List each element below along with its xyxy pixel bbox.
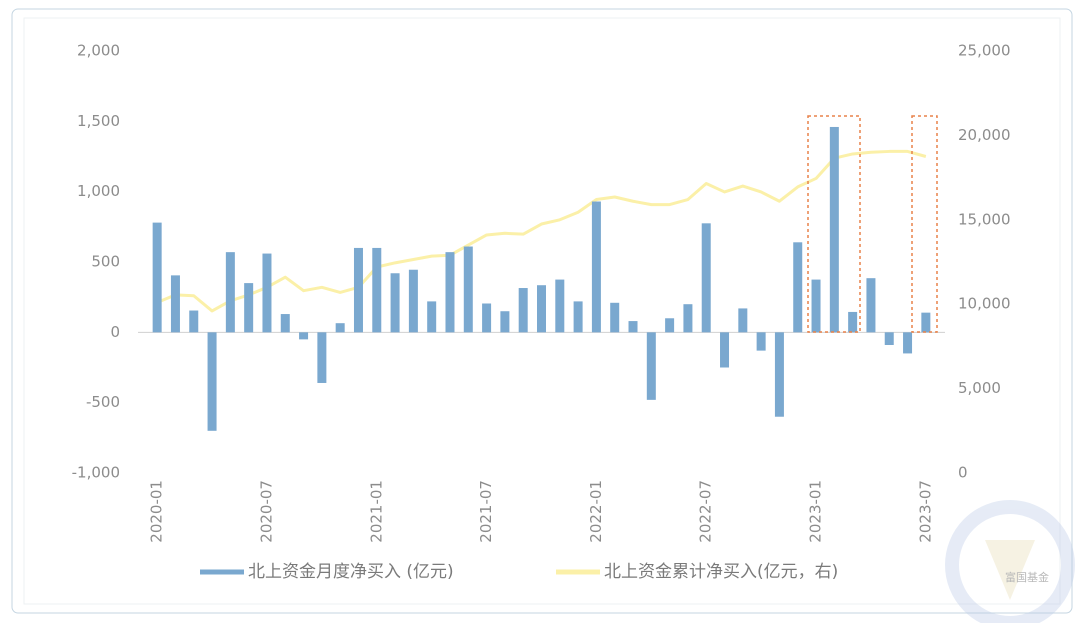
y-tick-label: 1,000 [77,182,120,200]
x-tick-label: 2023-01 [807,480,825,543]
bar [646,332,656,400]
bar [884,332,894,345]
y-tick-label: 500 [91,253,120,271]
inner-frame [23,17,1061,605]
y2-tick-label: 20,000 [958,126,1011,144]
bar [573,301,583,333]
legend-label: 北上资金月度净买入 (亿元) [248,562,454,582]
y-tick-label: 0 [110,323,120,341]
bar [756,332,766,351]
x-tick-label: 2022-01 [587,480,605,543]
bar [665,318,675,333]
bar [207,332,217,431]
bar [555,279,565,333]
legend-label: 北上资金累计净买入(亿元，右) [604,562,838,582]
y2-tick-label: 5,000 [958,379,1001,397]
bar [921,312,931,333]
x-tick-label: 2021-01 [367,480,385,543]
bar [811,279,821,333]
bar [500,311,510,333]
bar [701,223,711,333]
x-tick-label: 2020-07 [257,480,275,543]
x-tick-label: 2022-07 [697,480,715,543]
bar [610,302,620,333]
bar [299,332,309,340]
bar [408,269,418,333]
bar [317,332,327,383]
watermark: 富国基金 [1005,570,1049,584]
bar [280,314,290,333]
x-tick-label: 2021-07 [477,480,495,543]
bar [720,332,730,368]
bar [903,332,913,354]
y2-tick-label: 0 [958,464,968,482]
bar [866,278,876,333]
bar [152,222,162,333]
bar [829,126,839,333]
highlight-box [807,115,861,333]
y2-tick-label: 10,000 [958,295,1011,313]
bar [189,310,199,333]
bar [463,246,473,333]
bar [170,275,180,333]
bar [445,252,455,333]
y-tick-label: 2,000 [77,42,120,60]
bar [427,301,437,333]
bar [774,332,784,417]
y-tick-label: 1,500 [77,112,120,130]
line [156,149,927,313]
bar [262,253,272,333]
bar [738,308,748,333]
y2-tick-label: 25,000 [958,42,1011,60]
bar [390,273,400,333]
bar [537,285,546,333]
y2-tick-label: 15,000 [958,210,1011,228]
bar [628,321,638,333]
bar [683,304,693,333]
bar [353,247,363,333]
bar [244,283,254,333]
bar [591,201,601,333]
bar [482,303,492,333]
highlight-box [911,115,938,333]
y-tick-label: -1,000 [72,464,120,482]
x-tick-label: 2023-07 [916,480,934,543]
bar [225,252,235,333]
x-tick-label: 2020-01 [148,480,166,543]
bar [518,288,528,333]
y-tick-label: -500 [86,393,120,411]
bar [848,311,858,333]
bar [793,242,803,333]
bar [335,323,345,333]
bar [372,247,382,333]
